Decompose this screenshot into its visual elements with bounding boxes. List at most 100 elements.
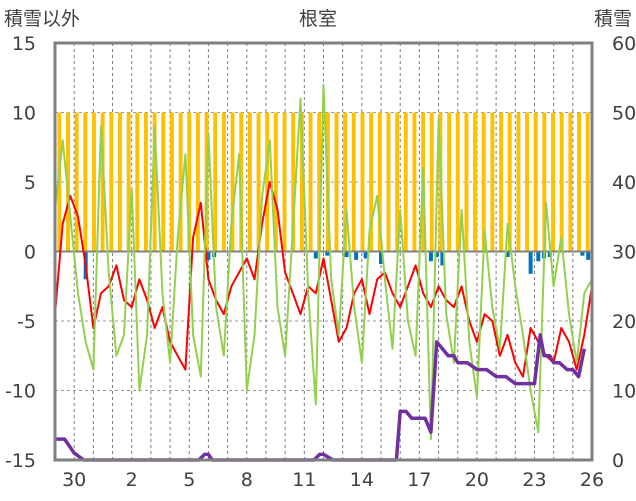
right-y-tick-label: 50 (612, 103, 636, 125)
sunshine-bar (118, 112, 122, 252)
precipitation-bar (344, 251, 349, 258)
sunshine-bar (178, 112, 183, 252)
sunshine-bar (273, 112, 278, 252)
sunshine-bar (291, 112, 296, 252)
sunshine-bar (143, 112, 148, 252)
x-tick-label: 17 (407, 469, 431, 491)
left-y-tick-label: 15 (12, 33, 36, 55)
right-y-tick-label: 60 (612, 33, 636, 55)
chart-title: 根室 (299, 8, 337, 30)
sunshine-bar (369, 112, 374, 252)
sunshine-bar (386, 112, 391, 252)
left-y-ticks: 15 10 5 0 -5 -10 -15 (5, 33, 36, 472)
precipitation-bar (379, 251, 384, 265)
precipitation-bar (313, 251, 318, 259)
x-tick-label: 8 (241, 469, 253, 491)
sunshine-bar (542, 112, 547, 252)
sunshine-bar (447, 112, 452, 252)
sunshine-bar (109, 112, 114, 252)
sunshine-bar (577, 112, 581, 252)
x-ticks: 30 2 5 8 11 14 17 20 23 26 (62, 469, 604, 491)
left-y-tick-label: 0 (24, 242, 36, 264)
sunshine-bar (74, 112, 79, 252)
sunshine-bar (195, 112, 200, 252)
sunshine-bar (282, 112, 287, 252)
right-y-tick-label: 30 (612, 242, 636, 264)
precipitation-bar (505, 251, 510, 258)
sunshine-bar (308, 112, 313, 252)
sunshine-bar (239, 112, 244, 252)
sunshine-bar (412, 112, 417, 252)
x-tick-label: 30 (62, 469, 86, 491)
left-y-tick-label: 10 (12, 103, 36, 125)
sunshine-bar (490, 112, 495, 252)
right-y-tick-label: 40 (612, 172, 636, 194)
sunshine-bar (57, 112, 62, 252)
temperature-line (54, 181, 593, 378)
precipitation-bar (363, 251, 368, 259)
precipitation-bar (440, 251, 445, 266)
sunshine-bar (351, 112, 356, 252)
sunshine-bar (169, 112, 174, 252)
precipitation-bar (434, 251, 439, 258)
x-tick-label: 2 (126, 469, 138, 491)
wind-line (54, 83, 593, 441)
precipitation-bar (206, 251, 211, 260)
sunshine-bar (135, 112, 140, 252)
sunshine-bar (525, 112, 529, 252)
sunshine-bar (585, 112, 590, 252)
sunshine-bar (551, 112, 555, 252)
precipitation-bar (428, 251, 433, 262)
sunshine-bar (66, 112, 70, 252)
sunshine-bar (256, 112, 261, 252)
x-tick-label: 26 (580, 469, 604, 491)
precipitation-bar (354, 251, 359, 260)
precipitation-bar (580, 251, 585, 256)
sunshine-bar (92, 112, 96, 252)
sunshine-bar (559, 112, 564, 252)
sunshine-bar (100, 112, 105, 252)
x-tick-label: 11 (292, 469, 316, 491)
sunshine-bar (334, 112, 339, 252)
left-axis-label: 積雪以外 (4, 8, 80, 30)
sunshine-bar (516, 112, 521, 252)
left-y-tick-label: -10 (5, 381, 36, 403)
right-y-tick-label: 10 (612, 381, 636, 403)
x-tick-label: 23 (522, 469, 546, 491)
sunshine-bar (247, 112, 252, 252)
sunshine-bar (187, 112, 192, 252)
left-y-tick-label: -15 (5, 450, 36, 472)
precipitation-bar (586, 251, 591, 260)
left-y-tick-label: 5 (24, 172, 36, 194)
sunshine-bar (481, 112, 486, 252)
line-series (54, 83, 593, 462)
precipitation-bar (325, 251, 330, 256)
sunshine-bar (568, 112, 573, 252)
x-tick-label: 5 (183, 469, 195, 491)
x-tick-label: 20 (465, 469, 489, 491)
sunshine-bar (395, 112, 400, 252)
sunshine-bars (57, 112, 590, 252)
right-y-tick-label: 0 (612, 450, 624, 472)
sunshine-bar (343, 112, 348, 252)
sunshine-bar (126, 112, 131, 252)
x-tick-label: 14 (350, 469, 374, 491)
sunshine-bar (455, 112, 460, 252)
plot-frame (53, 41, 594, 462)
right-y-tick-label: 20 (612, 311, 636, 333)
sunshine-bar (213, 112, 218, 252)
right-y-ticks: 60 50 40 30 20 10 0 (612, 33, 636, 472)
sunshine-bar (152, 112, 157, 252)
sunshine-bar (429, 112, 434, 252)
sunshine-bar (83, 112, 88, 252)
sunshine-bar (507, 112, 512, 252)
sunshine-bar (317, 112, 322, 252)
sunshine-bar (473, 112, 478, 252)
sunshine-bar (499, 112, 504, 252)
sunshine-bar (299, 112, 304, 252)
sunshine-bar (230, 112, 235, 252)
precipitation-bar (536, 251, 541, 262)
sunshine-bar (360, 112, 365, 252)
plot-border (53, 41, 594, 462)
sunshine-bar (464, 112, 469, 252)
